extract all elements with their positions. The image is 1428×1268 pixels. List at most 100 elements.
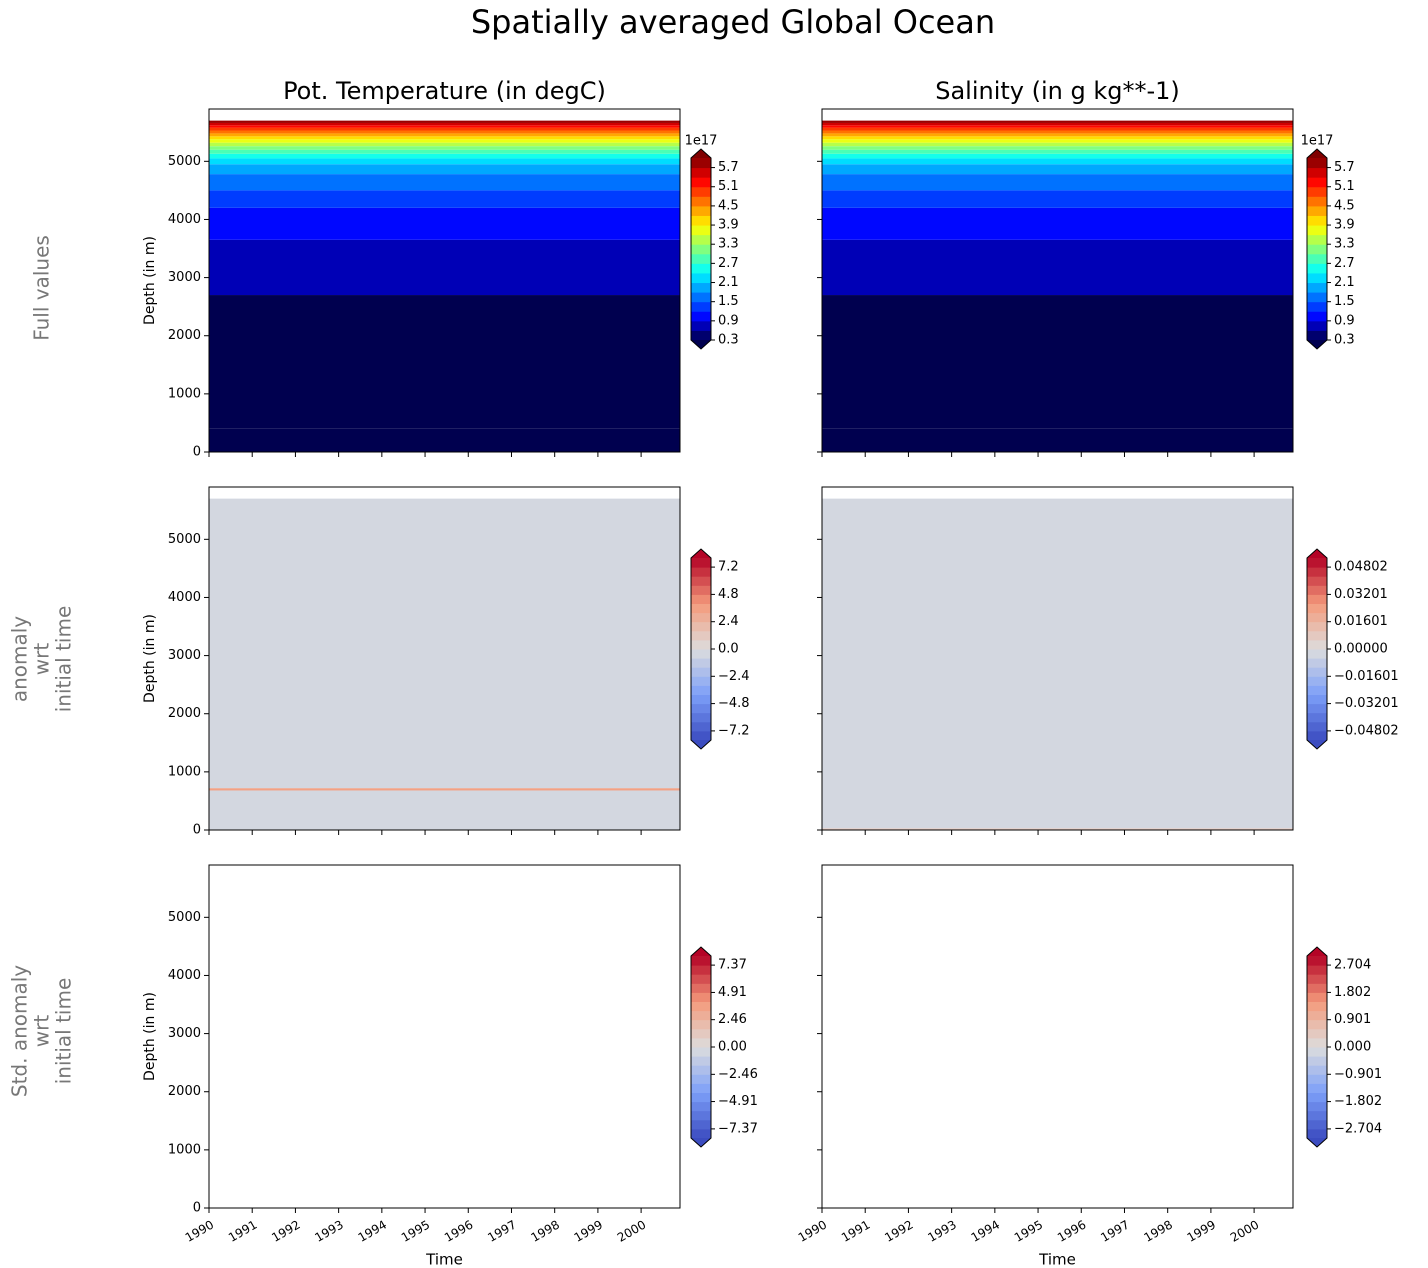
colorbar-band <box>691 992 711 1002</box>
colorbar-band <box>691 1010 711 1021</box>
colorbar-tick-label: 5.1 <box>718 179 739 194</box>
colorbar-tick-label: 7.2 <box>718 560 739 575</box>
contour-layer <box>209 136 680 140</box>
colorbar-band <box>691 1092 711 1103</box>
colorbar-band <box>691 585 711 595</box>
colorbar-band <box>1307 630 1327 641</box>
row-label: Full values <box>30 235 54 341</box>
colorbar-band <box>691 612 711 623</box>
y-tick-label: 3000 <box>168 270 201 285</box>
colorbar-band <box>1307 1056 1327 1066</box>
colorbar-band <box>1307 292 1327 303</box>
contour-layer <box>209 788 680 791</box>
colorbar-band <box>691 301 711 312</box>
x-tick-label: 1999 <box>572 1218 605 1245</box>
x-tick-label: 1990 <box>183 1218 216 1245</box>
colorbar-tick-label: 1.5 <box>718 294 739 309</box>
contour-layer <box>822 190 1293 208</box>
colorbar-band <box>691 730 711 741</box>
colorbar-band <box>1307 1047 1327 1057</box>
contour-layer <box>822 428 1293 452</box>
contour-layer <box>209 146 680 150</box>
colorbar-tick-label: 4.91 <box>718 985 747 1000</box>
axes-frame <box>208 864 681 1209</box>
colorbar-tick-label: −2.46 <box>718 1067 758 1082</box>
colorbar-tick-label: 4.5 <box>1334 198 1355 213</box>
contour-layer <box>209 190 680 208</box>
colorbar-band <box>691 167 711 178</box>
colorbar-tick-label: 3.9 <box>1334 218 1355 233</box>
colorbar <box>691 947 711 1147</box>
y-tick-label: 4000 <box>168 968 201 983</box>
colorbar-extend-top <box>691 549 711 558</box>
colorbar-band <box>691 1065 711 1075</box>
colorbar-band <box>1307 215 1327 226</box>
colorbar-band <box>691 956 711 966</box>
colorbar-band <box>691 1001 711 1012</box>
y-tick-label: 2000 <box>168 328 201 343</box>
colorbar-band <box>1307 956 1327 966</box>
contour-layer <box>209 120 680 123</box>
axes-frame <box>821 486 1294 831</box>
colorbar-band <box>691 965 711 975</box>
colorbar-band <box>1307 992 1327 1002</box>
contour-layer <box>822 153 1293 159</box>
colorbar-band <box>691 1019 711 1030</box>
colorbar-tick-label: −4.8 <box>718 696 750 711</box>
y-tick-label: 3000 <box>168 1026 201 1041</box>
contour-layer <box>822 164 1293 175</box>
contour-layer <box>209 125 680 128</box>
colorbar-band <box>1307 558 1327 568</box>
colorbar-band <box>1307 576 1327 586</box>
colorbar-extend-top <box>1307 947 1327 956</box>
colorbar-band <box>1307 282 1327 293</box>
colorbar-band <box>691 676 711 686</box>
colorbar-band <box>691 244 711 255</box>
colorbar-band <box>691 974 711 984</box>
contour-layer <box>822 133 1293 137</box>
colorbar-band <box>1307 177 1327 188</box>
colorbar-band <box>1307 1037 1327 1048</box>
colorbar-band <box>1307 667 1327 677</box>
colorbar-extend-bottom <box>1307 340 1327 349</box>
colorbar-band <box>1307 676 1327 686</box>
x-tick-label: 1992 <box>882 1218 915 1245</box>
colorbar-band <box>691 234 711 245</box>
y-tick-label: 5000 <box>168 532 201 547</box>
x-tick-label: 1991 <box>226 1218 259 1245</box>
row-label: initial time <box>52 978 76 1085</box>
colorbar-band <box>1307 330 1327 341</box>
colorbar-band <box>691 567 711 577</box>
colorbar-band <box>691 225 711 236</box>
y-tick-label: 5000 <box>168 154 201 169</box>
contour-layer <box>209 139 680 143</box>
contour-layer <box>209 127 680 131</box>
colorbar-band <box>691 158 711 169</box>
y-tick-label: 2000 <box>168 1084 201 1099</box>
colorbar-band <box>691 215 711 226</box>
contour-layer <box>822 136 1293 140</box>
colorbar-band <box>691 1037 711 1048</box>
colorbar-extend-bottom <box>1307 1138 1327 1147</box>
colorbar-tick-label: 0.01601 <box>1334 614 1388 629</box>
contour-layer <box>209 122 680 126</box>
colorbar-tick-label: 0.9 <box>1334 313 1355 328</box>
colorbar-band <box>1307 272 1327 284</box>
colorbar-outline <box>690 548 712 750</box>
colorbar-band <box>1307 1092 1327 1103</box>
colorbar-band <box>1307 658 1327 668</box>
colorbar-band <box>691 1128 711 1139</box>
colorbar-band <box>1307 1101 1327 1112</box>
colorbar-band <box>1307 158 1327 169</box>
colorbar-tick-label: 0.00 <box>718 1040 747 1055</box>
x-tick-label: 1993 <box>925 1218 958 1245</box>
y-tick-label: 2000 <box>168 706 201 721</box>
contour-layer <box>209 153 680 159</box>
x-tick-label: 1994 <box>356 1218 389 1245</box>
colorbar-offset: 1e17 <box>1301 134 1334 149</box>
x-tick-label: 2000 <box>615 1218 648 1245</box>
contour-layer <box>822 498 1293 829</box>
colorbar-band <box>691 703 711 714</box>
colorbar-tick-label: −0.04802 <box>1334 723 1399 738</box>
